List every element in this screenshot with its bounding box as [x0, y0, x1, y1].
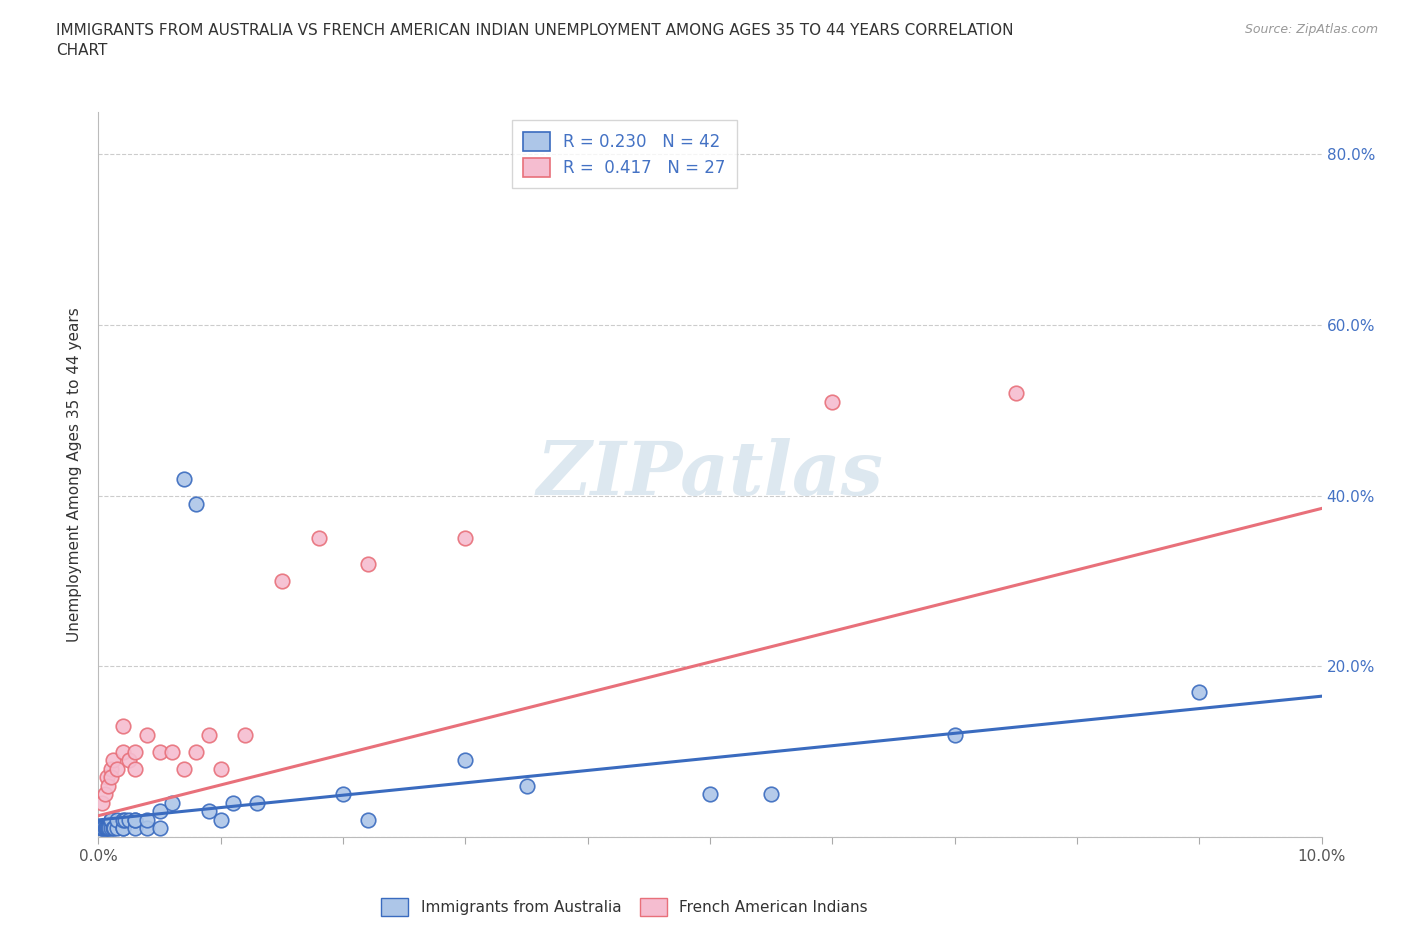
Point [111, 821, 134, 836]
Point [197, 727, 219, 742]
Point [94, 821, 117, 836]
Point [149, 744, 172, 759]
Point [93, 821, 115, 836]
Point [516, 778, 538, 793]
Point [100, 813, 122, 828]
Point [124, 744, 146, 759]
Point [308, 531, 330, 546]
Point [270, 574, 292, 589]
Point [186, 744, 208, 759]
Point [118, 752, 141, 767]
Point [97, 821, 120, 836]
Point [91, 821, 114, 836]
Point [136, 813, 159, 828]
Point [103, 821, 125, 836]
Point [101, 821, 124, 836]
Point [186, 497, 208, 512]
Point [1004, 386, 1026, 401]
Y-axis label: Unemployment Among Ages 35 to 44 years: Unemployment Among Ages 35 to 44 years [67, 307, 83, 642]
Point [173, 762, 195, 777]
Point [356, 813, 378, 828]
Point [111, 821, 134, 836]
Text: ZIPatlas: ZIPatlas [537, 438, 883, 511]
Point [114, 813, 136, 828]
Point [124, 762, 146, 777]
Text: IMMIGRANTS FROM AUSTRALIA VS FRENCH AMERICAN INDIAN UNEMPLOYMENT AMONG AGES 35 T: IMMIGRANTS FROM AUSTRALIA VS FRENCH AMER… [56, 23, 1014, 58]
Point [93, 787, 115, 802]
Point [111, 719, 134, 734]
Point [209, 813, 232, 828]
Point [97, 778, 120, 793]
Point [699, 787, 721, 802]
Point [173, 472, 195, 486]
Point [91, 795, 114, 810]
Point [759, 787, 782, 802]
Point [100, 762, 122, 777]
Point [105, 821, 128, 836]
Point [222, 795, 245, 810]
Point [124, 813, 146, 828]
Point [197, 804, 219, 818]
Point [98, 821, 121, 836]
Point [124, 821, 146, 836]
Point [246, 795, 269, 810]
Point [105, 762, 128, 777]
Point [136, 727, 159, 742]
Point [100, 813, 122, 828]
Point [111, 744, 134, 759]
Point [100, 770, 122, 785]
Point [96, 821, 118, 836]
Point [91, 821, 114, 836]
Point [136, 821, 159, 836]
Point [454, 531, 477, 546]
Point [90, 821, 112, 836]
Point [96, 770, 118, 785]
Point [209, 762, 232, 777]
Point [454, 752, 477, 767]
Point [332, 787, 354, 802]
Point [160, 795, 183, 810]
Point [149, 821, 172, 836]
Point [821, 394, 844, 409]
Point [101, 752, 124, 767]
Point [100, 821, 122, 836]
Point [111, 813, 134, 828]
Text: Source: ZipAtlas.com: Source: ZipAtlas.com [1244, 23, 1378, 36]
Point [160, 744, 183, 759]
Point [233, 727, 256, 742]
Point [105, 813, 128, 828]
Point [118, 813, 141, 828]
Point [1188, 684, 1211, 699]
Point [356, 556, 378, 571]
Point [943, 727, 966, 742]
Point [149, 804, 172, 818]
Legend: Immigrants from Australia, French American Indians: Immigrants from Australia, French Americ… [373, 891, 876, 923]
Point [124, 813, 146, 828]
